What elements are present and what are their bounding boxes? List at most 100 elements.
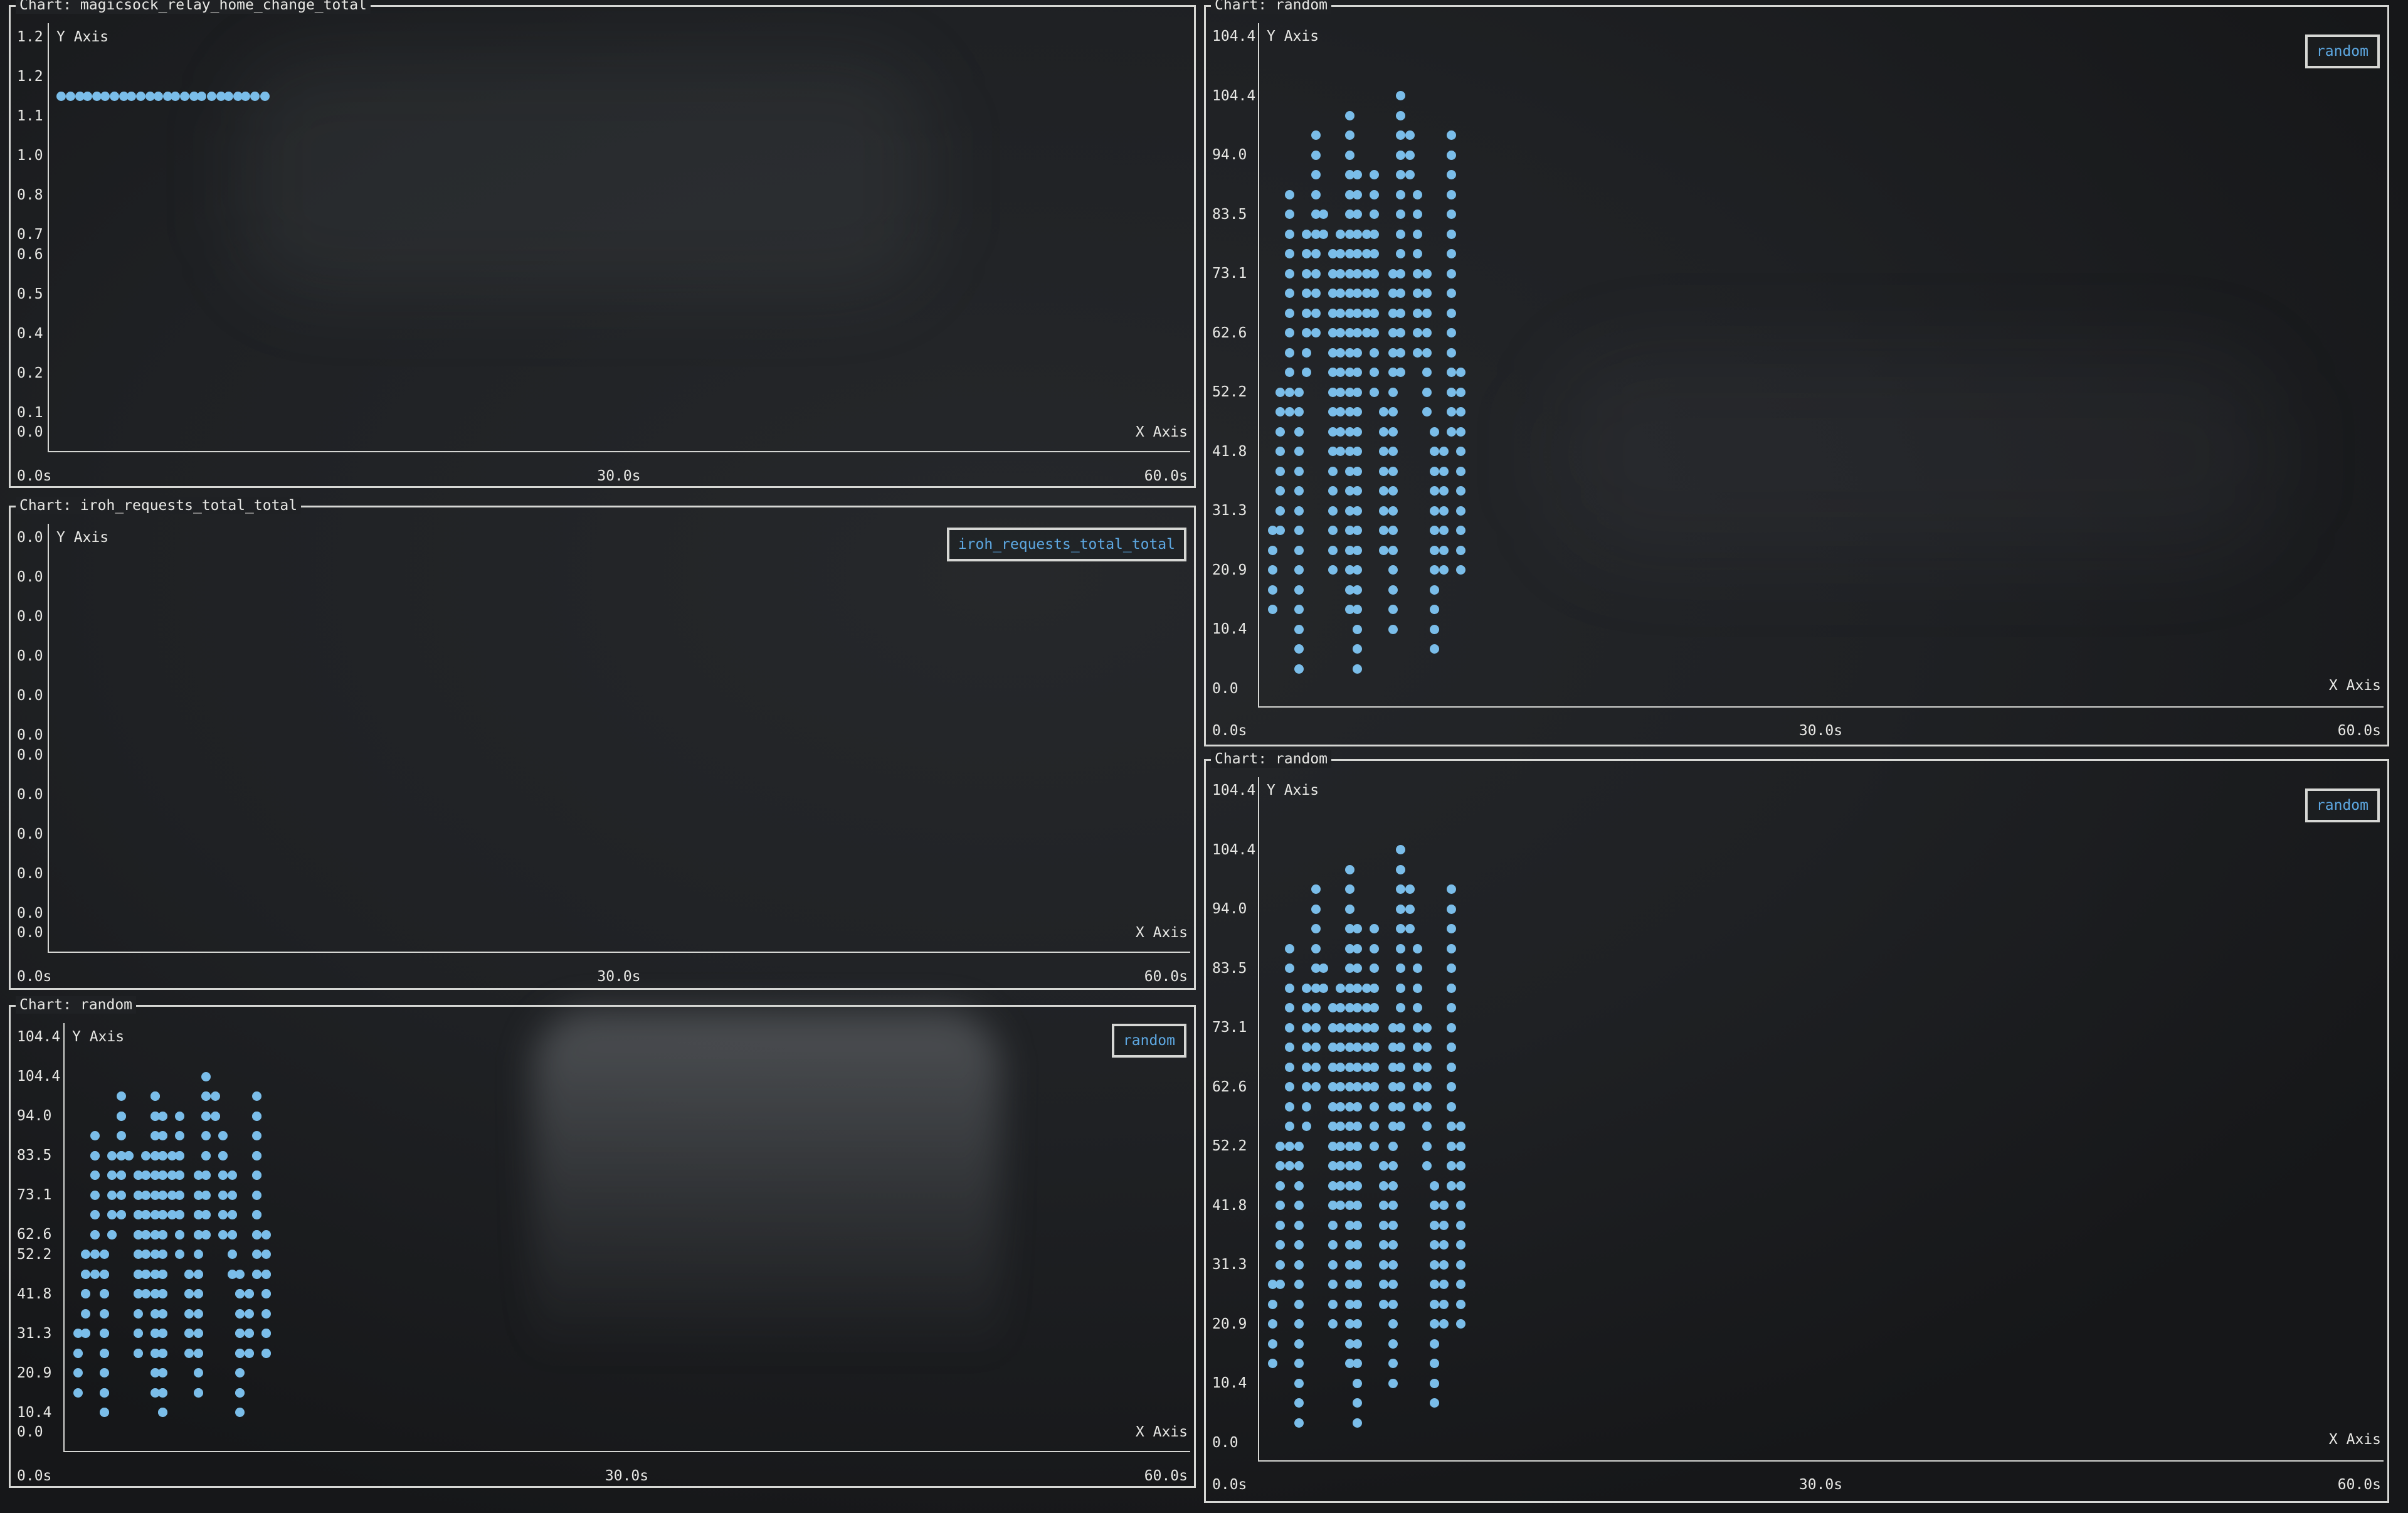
- data-point: [1302, 983, 1312, 993]
- data-point: [1328, 1299, 1338, 1309]
- data-point: [1353, 1082, 1363, 1091]
- data-point: [150, 1269, 161, 1279]
- data-point: [1285, 1161, 1295, 1171]
- data-point: [1378, 447, 1388, 456]
- data-point: [1388, 407, 1398, 417]
- data-point: [1405, 130, 1415, 140]
- data-point: [184, 1348, 194, 1358]
- data-point: [1345, 328, 1355, 337]
- data-point: [1345, 964, 1355, 973]
- data-point: [1353, 1319, 1363, 1329]
- data-point: [1388, 526, 1398, 535]
- data-point: [1439, 1260, 1449, 1270]
- data-point: [1388, 486, 1398, 496]
- y-tick-label: 0.0: [17, 905, 43, 921]
- data-point: [1328, 1141, 1338, 1151]
- data-point: [1412, 1022, 1422, 1033]
- data-point: [1388, 348, 1398, 358]
- data-point: [1353, 466, 1363, 476]
- y-axis-line: [63, 1023, 65, 1451]
- y-tick-label: 94.0: [1212, 147, 1247, 163]
- x-tick-30s: 30.0s: [597, 468, 641, 484]
- data-point: [1429, 1280, 1439, 1289]
- data-point: [1311, 189, 1321, 199]
- data-point: [150, 1229, 161, 1240]
- data-point: [158, 1250, 168, 1259]
- data-point: [1294, 1240, 1304, 1250]
- data-point: [109, 92, 119, 101]
- data-point: [1302, 229, 1312, 239]
- x-tick-60s: 60.0s: [1144, 468, 1188, 484]
- y-tick-label: 0.0: [1212, 1434, 1238, 1451]
- data-point: [1422, 289, 1432, 298]
- data-point: [1388, 1378, 1398, 1388]
- data-point: [90, 1190, 100, 1200]
- data-point: [1336, 1082, 1346, 1091]
- data-point: [1388, 624, 1398, 634]
- data-point: [1439, 545, 1449, 555]
- data-point: [124, 1150, 134, 1160]
- data-point: [194, 1190, 204, 1200]
- data-point: [1429, 1299, 1439, 1309]
- data-point: [184, 1329, 194, 1338]
- data-point: [1353, 1299, 1363, 1309]
- data-point: [194, 1348, 204, 1358]
- data-point: [235, 1388, 245, 1398]
- data-point: [1369, 210, 1379, 219]
- data-point: [1446, 1181, 1456, 1191]
- y-tick-label: 52.2: [17, 1246, 52, 1263]
- data-point: [1439, 565, 1449, 575]
- data-point: [1388, 1299, 1398, 1309]
- data-point: [1345, 210, 1355, 219]
- data-point: [1285, 1082, 1295, 1091]
- data-point: [1353, 1043, 1363, 1052]
- data-point: [1369, 1003, 1379, 1012]
- data-point: [1311, 268, 1321, 279]
- data-point: [1345, 189, 1355, 199]
- data-point: [1388, 1181, 1398, 1191]
- data-point: [1285, 229, 1295, 239]
- data-point: [81, 1269, 91, 1279]
- data-point: [1328, 407, 1338, 417]
- data-point: [1275, 1161, 1286, 1171]
- data-point: [218, 1190, 228, 1200]
- data-point: [250, 92, 260, 101]
- data-point: [1345, 407, 1355, 417]
- data-point: [1319, 964, 1329, 973]
- data-point: [90, 1171, 100, 1180]
- y-tick-label: 1.1: [17, 108, 43, 124]
- data-point: [100, 1289, 110, 1298]
- data-point: [1362, 1022, 1372, 1033]
- data-point: [1353, 1378, 1363, 1388]
- data-point: [1405, 924, 1415, 933]
- data-point: [1378, 1280, 1388, 1289]
- data-point: [1388, 308, 1398, 318]
- data-point: [1336, 983, 1346, 993]
- data-point: [1395, 150, 1405, 160]
- data-point: [150, 1348, 161, 1358]
- data-point: [1429, 526, 1439, 535]
- data-point: [1369, 348, 1379, 358]
- data-point: [107, 1150, 117, 1160]
- data-point: [1319, 229, 1329, 239]
- data-point: [1388, 387, 1398, 397]
- data-point: [1285, 1062, 1295, 1072]
- chart-title: Chart: random: [16, 996, 137, 1014]
- data-point: [1455, 486, 1465, 496]
- data-point: [117, 1150, 127, 1160]
- data-point: [158, 1111, 168, 1121]
- data-point: [1369, 924, 1379, 933]
- data-point: [1328, 268, 1338, 279]
- y-tick-label: 31.3: [1212, 1256, 1247, 1273]
- data-point: [1294, 526, 1304, 535]
- data-point: [1446, 1003, 1456, 1012]
- data-point: [1369, 983, 1379, 993]
- data-point: [100, 1388, 110, 1398]
- data-point: [251, 1210, 261, 1219]
- data-point: [1353, 249, 1363, 258]
- data-point: [1455, 565, 1465, 575]
- data-point: [1345, 506, 1355, 516]
- data-point: [1353, 526, 1363, 535]
- data-point: [1294, 506, 1304, 516]
- data-point: [1285, 368, 1295, 377]
